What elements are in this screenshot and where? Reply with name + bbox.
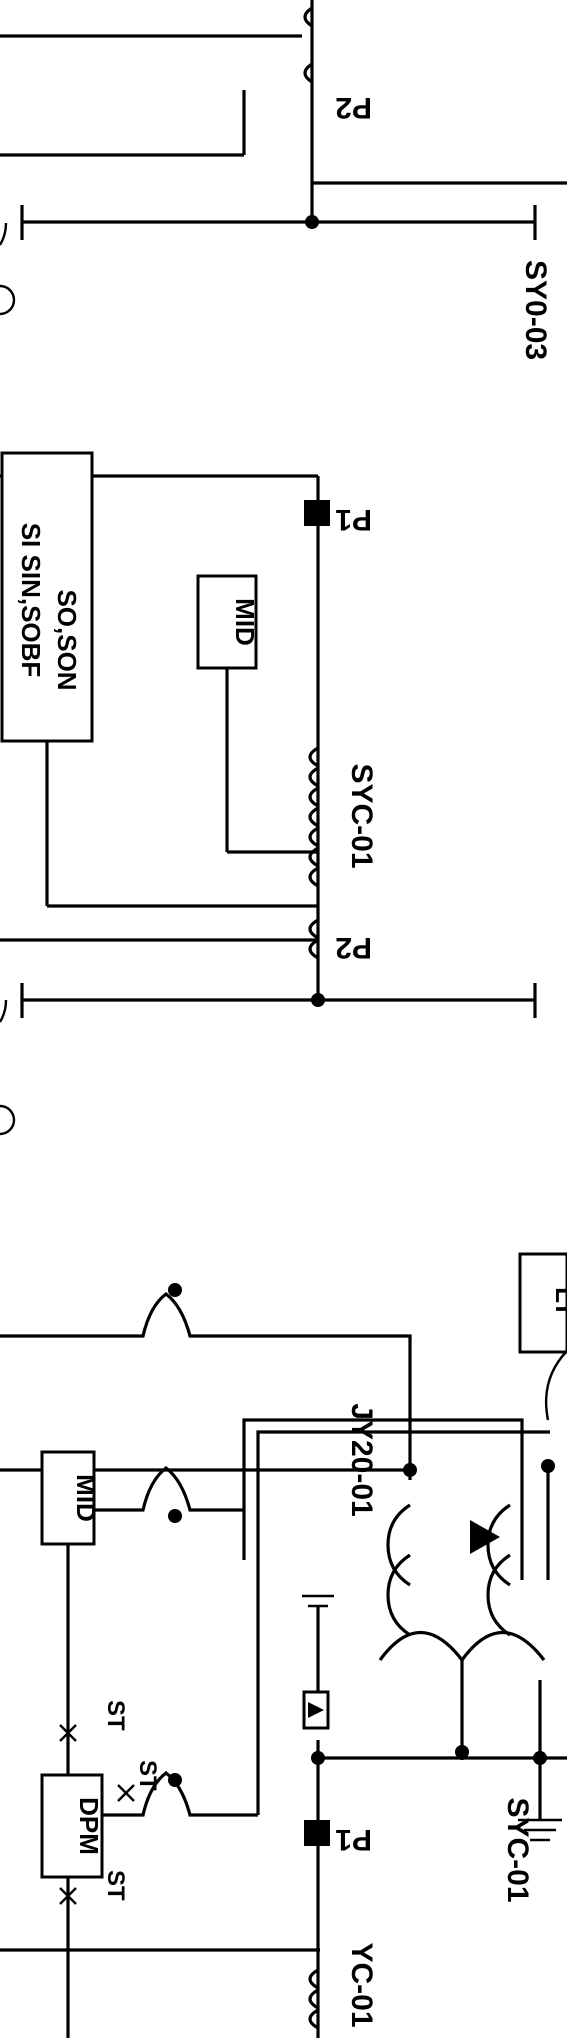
label-box-line2: SO,SON [52, 589, 82, 690]
label-st-2: ST [134, 1760, 161, 1791]
bottom-dot-3 [168, 1773, 182, 1787]
label-p1-low: P1 [335, 1823, 372, 1856]
label-lt: LT [550, 1287, 567, 1317]
bottom-loop-2 [256, 1430, 550, 1815]
bottom-section: LT MID DPM [0, 1252, 567, 2038]
meter-lead-horizontal [94, 1465, 244, 1512]
mid-circle-symbol [0, 1104, 16, 1136]
mid-ct-coil [308, 746, 319, 960]
dpm-box [40, 1773, 104, 1879]
label-ct-mid: SYC-01 [345, 763, 378, 868]
transformer-coil-b [486, 1503, 511, 1637]
label-p2-top: P2 [335, 91, 372, 124]
st-cross-3 [59, 1887, 77, 1905]
transformer-coil-a [386, 1503, 411, 1637]
box-si-sin-sobf [0, 451, 94, 743]
label-mid-low: MID [71, 1474, 101, 1522]
bottom-junction-1 [403, 1463, 417, 1477]
fuse-arrow [308, 1702, 324, 1718]
label-yc-low: YC-01 [345, 1942, 378, 2027]
st-cross-2 [117, 1784, 135, 1802]
label-st-1: ST [102, 1700, 129, 1731]
transformer-arrow [470, 1520, 500, 1554]
label-dpm: DPM [74, 1797, 104, 1855]
label-syo-top: SY0-03 [519, 260, 552, 360]
mid-arc-mark [0, 999, 8, 1023]
label-jy-low: JY20-01 [345, 1403, 378, 1516]
top-ct-section: P2 SY0-03 [0, 0, 567, 360]
mid-terminal-square [304, 500, 330, 526]
mid-junction-dot [311, 993, 325, 1007]
bottom-junction-3 [455, 1745, 469, 1759]
bottom-top-wire [0, 1291, 412, 1480]
bottom-dot-1 [168, 1283, 182, 1297]
dpm-lead [102, 1770, 258, 1817]
label-st-3: ST [102, 1870, 129, 1901]
label-p2-mid: P2 [335, 931, 372, 964]
bottom-dot-2 [168, 1509, 182, 1523]
top-arc-mark [0, 222, 8, 246]
transformer-arcs [378, 1631, 546, 1661]
bottom-ct-coil [308, 1968, 319, 2030]
label-syc-low: SYC-01 [501, 1797, 534, 1902]
middle-ct-section: SI SIN,SOBF SO,SON MID P1 P2 SYC-01 [0, 451, 537, 1136]
label-mid-meter: MID [230, 598, 260, 646]
st-cross-1 [59, 1724, 77, 1742]
lt-box [518, 1252, 567, 1354]
top-junction-dot [305, 215, 319, 229]
label-p1-mid: P1 [335, 503, 372, 536]
bottom-junction-4 [311, 1751, 325, 1765]
bottom-terminal-square [304, 1820, 330, 1846]
bottom-junction-2 [541, 1459, 555, 1473]
mid-meter-box-low [40, 1450, 96, 1546]
st-crosses [59, 1724, 135, 1905]
top-ct-coil [303, 6, 313, 84]
top-circle-symbol [0, 284, 16, 316]
label-box-line1: SI SIN,SOBF [16, 523, 46, 678]
bottom-loop-1 [242, 1418, 524, 1580]
lt-lead [544, 1351, 567, 1421]
